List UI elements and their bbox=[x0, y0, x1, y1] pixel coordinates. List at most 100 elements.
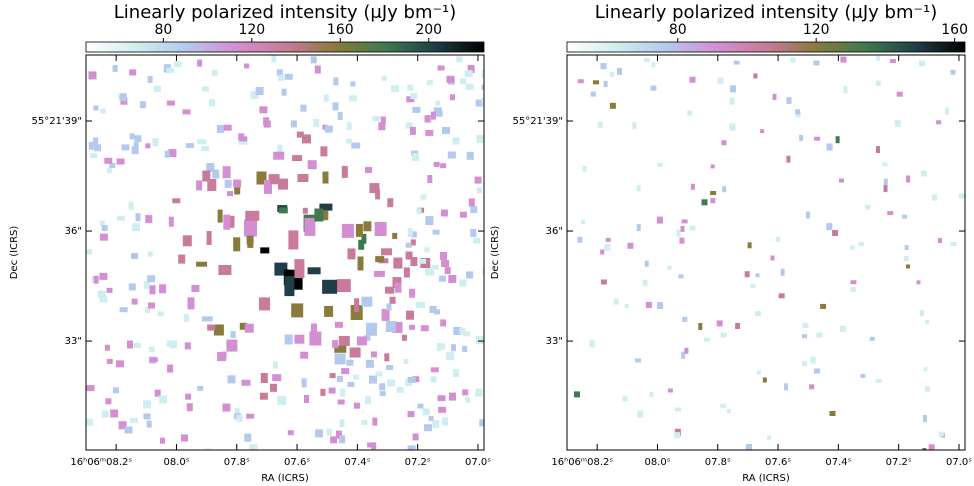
emission-pixel bbox=[459, 328, 466, 335]
emission-pixel bbox=[363, 221, 372, 232]
axes-frame bbox=[85, 54, 485, 451]
emission-pixel bbox=[207, 179, 217, 191]
colorbar-tick-label: 80 bbox=[669, 22, 687, 38]
emission-pixel bbox=[216, 124, 224, 133]
emission-pixel bbox=[916, 280, 921, 285]
colorbar-tick-label: 200 bbox=[415, 22, 442, 38]
colorbar-tick-label: 120 bbox=[803, 22, 830, 38]
emission-pixel bbox=[333, 77, 339, 86]
emission-pixel bbox=[678, 274, 684, 279]
emission-pixel bbox=[129, 69, 137, 76]
x-tick-label: 07.4ˢ bbox=[825, 457, 851, 468]
emission-pixel bbox=[197, 59, 203, 67]
emission-pixel bbox=[304, 395, 309, 403]
emission-pixel bbox=[209, 99, 215, 107]
emission-pixel bbox=[386, 365, 394, 370]
emission-pixel bbox=[470, 206, 478, 213]
emission-pixel bbox=[236, 414, 243, 422]
emission-pixel bbox=[446, 352, 455, 361]
emission-pixel bbox=[350, 81, 356, 87]
emission-pixel bbox=[850, 287, 856, 292]
emission-pixel bbox=[959, 193, 965, 199]
emission-pixel bbox=[424, 424, 432, 432]
emission-pixel bbox=[410, 239, 416, 246]
emission-pixel bbox=[876, 55, 881, 61]
emission-pixel bbox=[680, 225, 685, 232]
emission-pixel bbox=[143, 281, 150, 289]
emission-pixel bbox=[420, 194, 427, 200]
emission-pixel bbox=[747, 242, 752, 249]
emission-pixel bbox=[410, 231, 417, 238]
emission-pixel bbox=[340, 388, 346, 397]
emission-pixel bbox=[128, 283, 136, 291]
emission-pixel bbox=[459, 279, 467, 287]
emission-pixel bbox=[341, 368, 350, 375]
emission-pixel bbox=[273, 151, 285, 160]
emission-pixel bbox=[116, 158, 125, 165]
emission-pixel bbox=[755, 311, 762, 317]
emission-pixel bbox=[166, 100, 175, 106]
emission-pixel bbox=[213, 324, 224, 336]
emission-pixel bbox=[676, 229, 681, 237]
emission-pixel bbox=[302, 134, 311, 144]
emission-pixel bbox=[290, 120, 297, 128]
emission-pixel bbox=[230, 331, 236, 339]
emission-pixel bbox=[124, 426, 133, 434]
emission-pixel bbox=[206, 231, 212, 245]
emission-pixel bbox=[159, 395, 168, 404]
emission-pixel bbox=[110, 409, 119, 418]
x-tick-label: 07.6ˢ bbox=[765, 457, 791, 468]
emission-pixel bbox=[367, 442, 375, 448]
emission-pixel bbox=[187, 297, 195, 310]
emission-pixel bbox=[687, 110, 693, 116]
x-tick-label: 07.0ˢ bbox=[465, 457, 491, 468]
emission-pixel bbox=[609, 102, 616, 109]
emission-pixel bbox=[689, 76, 696, 83]
emission-pixel bbox=[133, 142, 139, 148]
emission-pixel bbox=[339, 419, 345, 428]
emission-pixel bbox=[424, 247, 430, 253]
colorbar bbox=[85, 41, 485, 53]
emission-pixel bbox=[950, 242, 957, 246]
emission-pixel bbox=[465, 396, 471, 403]
emission-pixel bbox=[263, 117, 270, 126]
emission-pixel bbox=[350, 305, 363, 320]
colorbar-title: Linearly polarized intensity (μJy bm⁻¹) bbox=[595, 2, 937, 23]
emission-pixel bbox=[876, 146, 880, 154]
emission-pixel bbox=[720, 403, 727, 408]
emission-pixel bbox=[218, 265, 232, 275]
emission-pixel bbox=[875, 80, 881, 86]
emission-pixel bbox=[353, 374, 360, 380]
emission-pixel bbox=[99, 296, 108, 303]
emission-pixel bbox=[636, 185, 641, 192]
emission-pixel bbox=[430, 111, 436, 120]
emission-pixel bbox=[330, 436, 338, 444]
emission-pixel bbox=[307, 160, 317, 170]
emission-pixel bbox=[412, 433, 419, 441]
emission-pixel bbox=[440, 209, 448, 217]
emission-pixel bbox=[407, 376, 416, 383]
emission-pixel bbox=[93, 105, 99, 111]
emission-pixel bbox=[850, 280, 857, 285]
emission-pixel bbox=[153, 85, 161, 92]
emission-pixel bbox=[346, 122, 352, 131]
emission-pixel bbox=[119, 93, 127, 102]
emission-pixel bbox=[883, 185, 888, 193]
emission-pixel bbox=[88, 141, 94, 150]
emission-pixel bbox=[244, 219, 257, 237]
emission-pixel bbox=[391, 85, 400, 93]
emission-pixel bbox=[212, 169, 220, 179]
emission-pixel bbox=[128, 201, 134, 210]
emission-pixel bbox=[270, 383, 277, 392]
emission-pixel bbox=[361, 233, 367, 244]
emission-pixel bbox=[186, 403, 193, 412]
emission-pixel bbox=[322, 171, 329, 184]
emission-pixel bbox=[184, 342, 191, 350]
emission-pixel bbox=[347, 248, 356, 260]
emission-pixel bbox=[600, 63, 607, 70]
emission-pixel bbox=[104, 344, 110, 351]
emission-pixel bbox=[392, 232, 398, 239]
emission-pixel bbox=[710, 198, 716, 204]
emission-pixel bbox=[174, 61, 182, 68]
emission-pixel bbox=[337, 112, 343, 120]
